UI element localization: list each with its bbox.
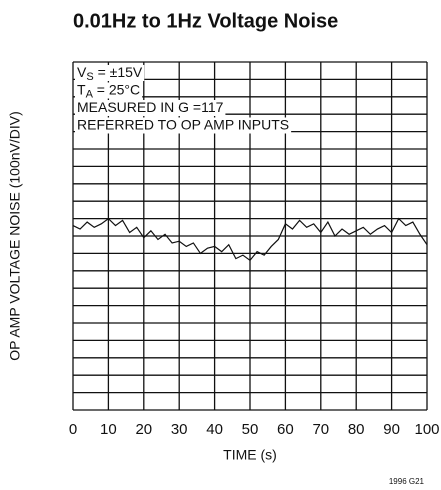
x-tick-label: 80 bbox=[348, 421, 365, 438]
chart-title: 0.01Hz to 1Hz Voltage Noise bbox=[73, 10, 338, 32]
annotation-text: REFERRED TO OP AMP INPUTS bbox=[77, 116, 289, 132]
x-tick-label: 100 bbox=[414, 421, 439, 438]
footnote: 1996 G21 bbox=[389, 477, 425, 486]
annotation-text: = 25°C bbox=[93, 81, 140, 97]
annotation-sub: A bbox=[86, 88, 94, 100]
x-tick-label: 20 bbox=[135, 421, 152, 438]
annotation-text: V bbox=[77, 64, 87, 80]
annotation-text: = ±15V bbox=[94, 64, 143, 80]
x-tick-label: 40 bbox=[206, 421, 223, 438]
x-tick-label: 70 bbox=[312, 421, 329, 438]
annotation-bg bbox=[75, 117, 292, 134]
annotation: REFERRED TO OP AMP INPUTS bbox=[77, 116, 289, 132]
x-axis-label: TIME (s) bbox=[223, 447, 277, 463]
x-tick-label: 90 bbox=[383, 421, 400, 438]
annotation-bg bbox=[75, 82, 143, 99]
x-tick-label: 10 bbox=[100, 421, 117, 438]
annotation-sub: S bbox=[86, 71, 93, 83]
x-tick-label: 0 bbox=[69, 421, 77, 438]
annotation: MEASURED IN G =117 bbox=[77, 99, 224, 115]
annotation-bg bbox=[75, 65, 145, 81]
line bbox=[72, 217, 428, 262]
annotation: TA = 25°C bbox=[77, 81, 140, 100]
x-tick-label: 60 bbox=[277, 421, 294, 438]
x-tick-label: 30 bbox=[171, 421, 188, 438]
annotation-text: MEASURED IN G =117 bbox=[77, 99, 224, 115]
x-tick-label: 50 bbox=[242, 421, 259, 438]
annotation-text: T bbox=[77, 81, 86, 97]
y-axis-label: OP AMP VOLTAGE NOISE (100nV/DIV) bbox=[7, 111, 23, 361]
annotation-bg bbox=[75, 100, 226, 116]
annotation: VS = ±15V bbox=[77, 64, 143, 83]
